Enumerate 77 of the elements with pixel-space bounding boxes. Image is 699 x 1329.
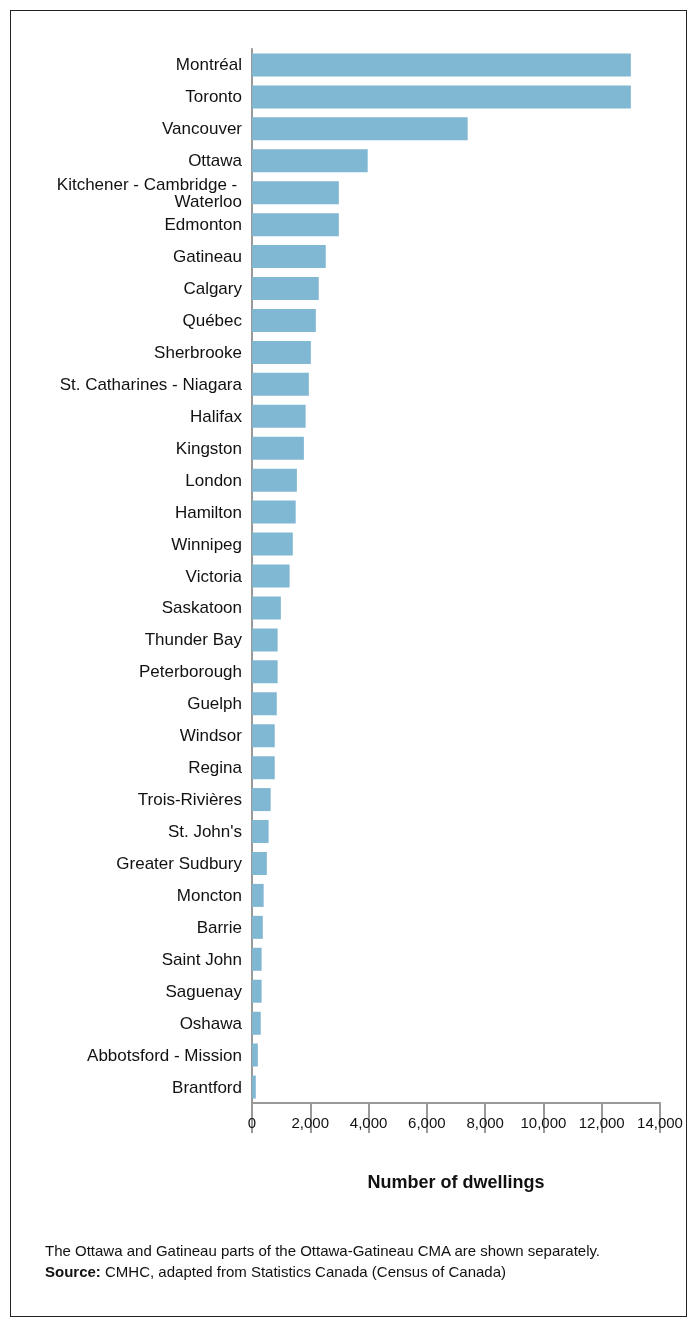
x-tick-label: 4,000	[349, 1114, 388, 1131]
bar	[252, 340, 311, 364]
bar	[252, 117, 468, 141]
y-tick-label: Calgary	[183, 279, 243, 299]
bar	[252, 1011, 261, 1035]
y-tick-label: Thunder Bay	[144, 630, 243, 650]
y-tick-label: Montréal	[175, 55, 242, 75]
y-tick-label: Halifax	[190, 406, 243, 426]
y-tick-label: Trois-Rivières	[137, 790, 242, 810]
y-tick-label: Gatineau	[173, 247, 242, 267]
y-tick-label: Peterborough	[138, 662, 242, 682]
y-tick-label: Windsor	[179, 726, 243, 746]
bar	[252, 149, 368, 173]
y-tick-label: Saint John	[161, 949, 242, 969]
y-tick-label: Saguenay	[165, 981, 243, 1001]
bar	[252, 308, 316, 332]
x-tick-label: 8,000	[466, 1114, 504, 1131]
bar	[252, 500, 296, 524]
bar	[252, 692, 277, 716]
bar	[252, 947, 262, 971]
bar	[252, 851, 267, 875]
y-tick-label: Québec	[182, 310, 243, 330]
bar	[252, 245, 326, 269]
y-tick-label: Brantford	[172, 1077, 242, 1097]
bar	[252, 883, 264, 907]
bar	[252, 404, 306, 428]
bar	[252, 277, 319, 301]
bar	[252, 468, 297, 492]
y-tick-label: Guelph	[187, 694, 242, 714]
y-tick-label: Ottawa	[188, 151, 243, 171]
bar	[252, 596, 281, 620]
y-tick-label: St. John's	[167, 822, 242, 842]
bar	[252, 660, 278, 684]
x-tick-label: 0	[247, 1114, 257, 1131]
x-axis-title: Number of dwellings	[367, 1172, 545, 1192]
bar	[252, 53, 631, 77]
y-tick-label: London	[185, 470, 242, 490]
x-tick-label: 12,000	[578, 1114, 625, 1131]
bar	[252, 820, 269, 844]
bar	[252, 436, 304, 460]
bar	[252, 372, 309, 396]
bar	[252, 1075, 256, 1099]
x-tick-label: 2,000	[291, 1114, 330, 1131]
x-tick-label: 14,000	[637, 1114, 683, 1131]
text: The Ottawa and Gatineau parts of the Ottawa-Gatineau CMA are shown separately.	[45, 1241, 602, 1261]
bar	[252, 1043, 258, 1067]
bar	[252, 756, 275, 780]
bar	[252, 564, 290, 588]
bar	[252, 181, 339, 205]
bar	[252, 724, 275, 748]
source-note: Source: CMHC, adapted from Statistics Canada (Census of Canada)	[45, 1262, 508, 1282]
y-tick-label: Sherbrooke	[154, 342, 242, 362]
y-tick-label: Oshawa	[179, 1013, 243, 1033]
bar	[252, 628, 278, 652]
bar	[252, 213, 339, 237]
bar	[252, 532, 293, 556]
y-tick-label: Greater Sudbury	[116, 853, 243, 873]
y-tick-label: St. Catharines - Niagara	[59, 374, 243, 394]
y-tick-label: Abbotsford - Mission	[87, 1045, 242, 1065]
bar	[252, 85, 631, 109]
y-tick-label: Kitchener - Cambridge - Waterloo	[56, 174, 242, 211]
y-tick-label: Regina	[188, 758, 243, 778]
y-tick-label: Barrie	[196, 917, 242, 937]
x-tick-label: 6,000	[408, 1114, 446, 1131]
y-tick-label: Kingston	[175, 438, 242, 458]
y-tick-label: Moncton	[176, 885, 242, 905]
y-tick-label: Toronto	[185, 87, 242, 107]
y-tick-label: Saskatoon	[161, 598, 242, 618]
x-tick-label: 10,000	[520, 1114, 567, 1131]
bar	[252, 979, 262, 1003]
bar	[252, 788, 271, 812]
y-tick-label: Winnipeg	[171, 534, 242, 554]
y-tick-label: Edmonton	[164, 215, 242, 235]
y-tick-label: Hamilton	[174, 502, 242, 522]
y-tick-label: Victoria	[185, 566, 243, 586]
bar	[252, 915, 263, 939]
y-tick-label: Vancouver	[161, 119, 243, 139]
